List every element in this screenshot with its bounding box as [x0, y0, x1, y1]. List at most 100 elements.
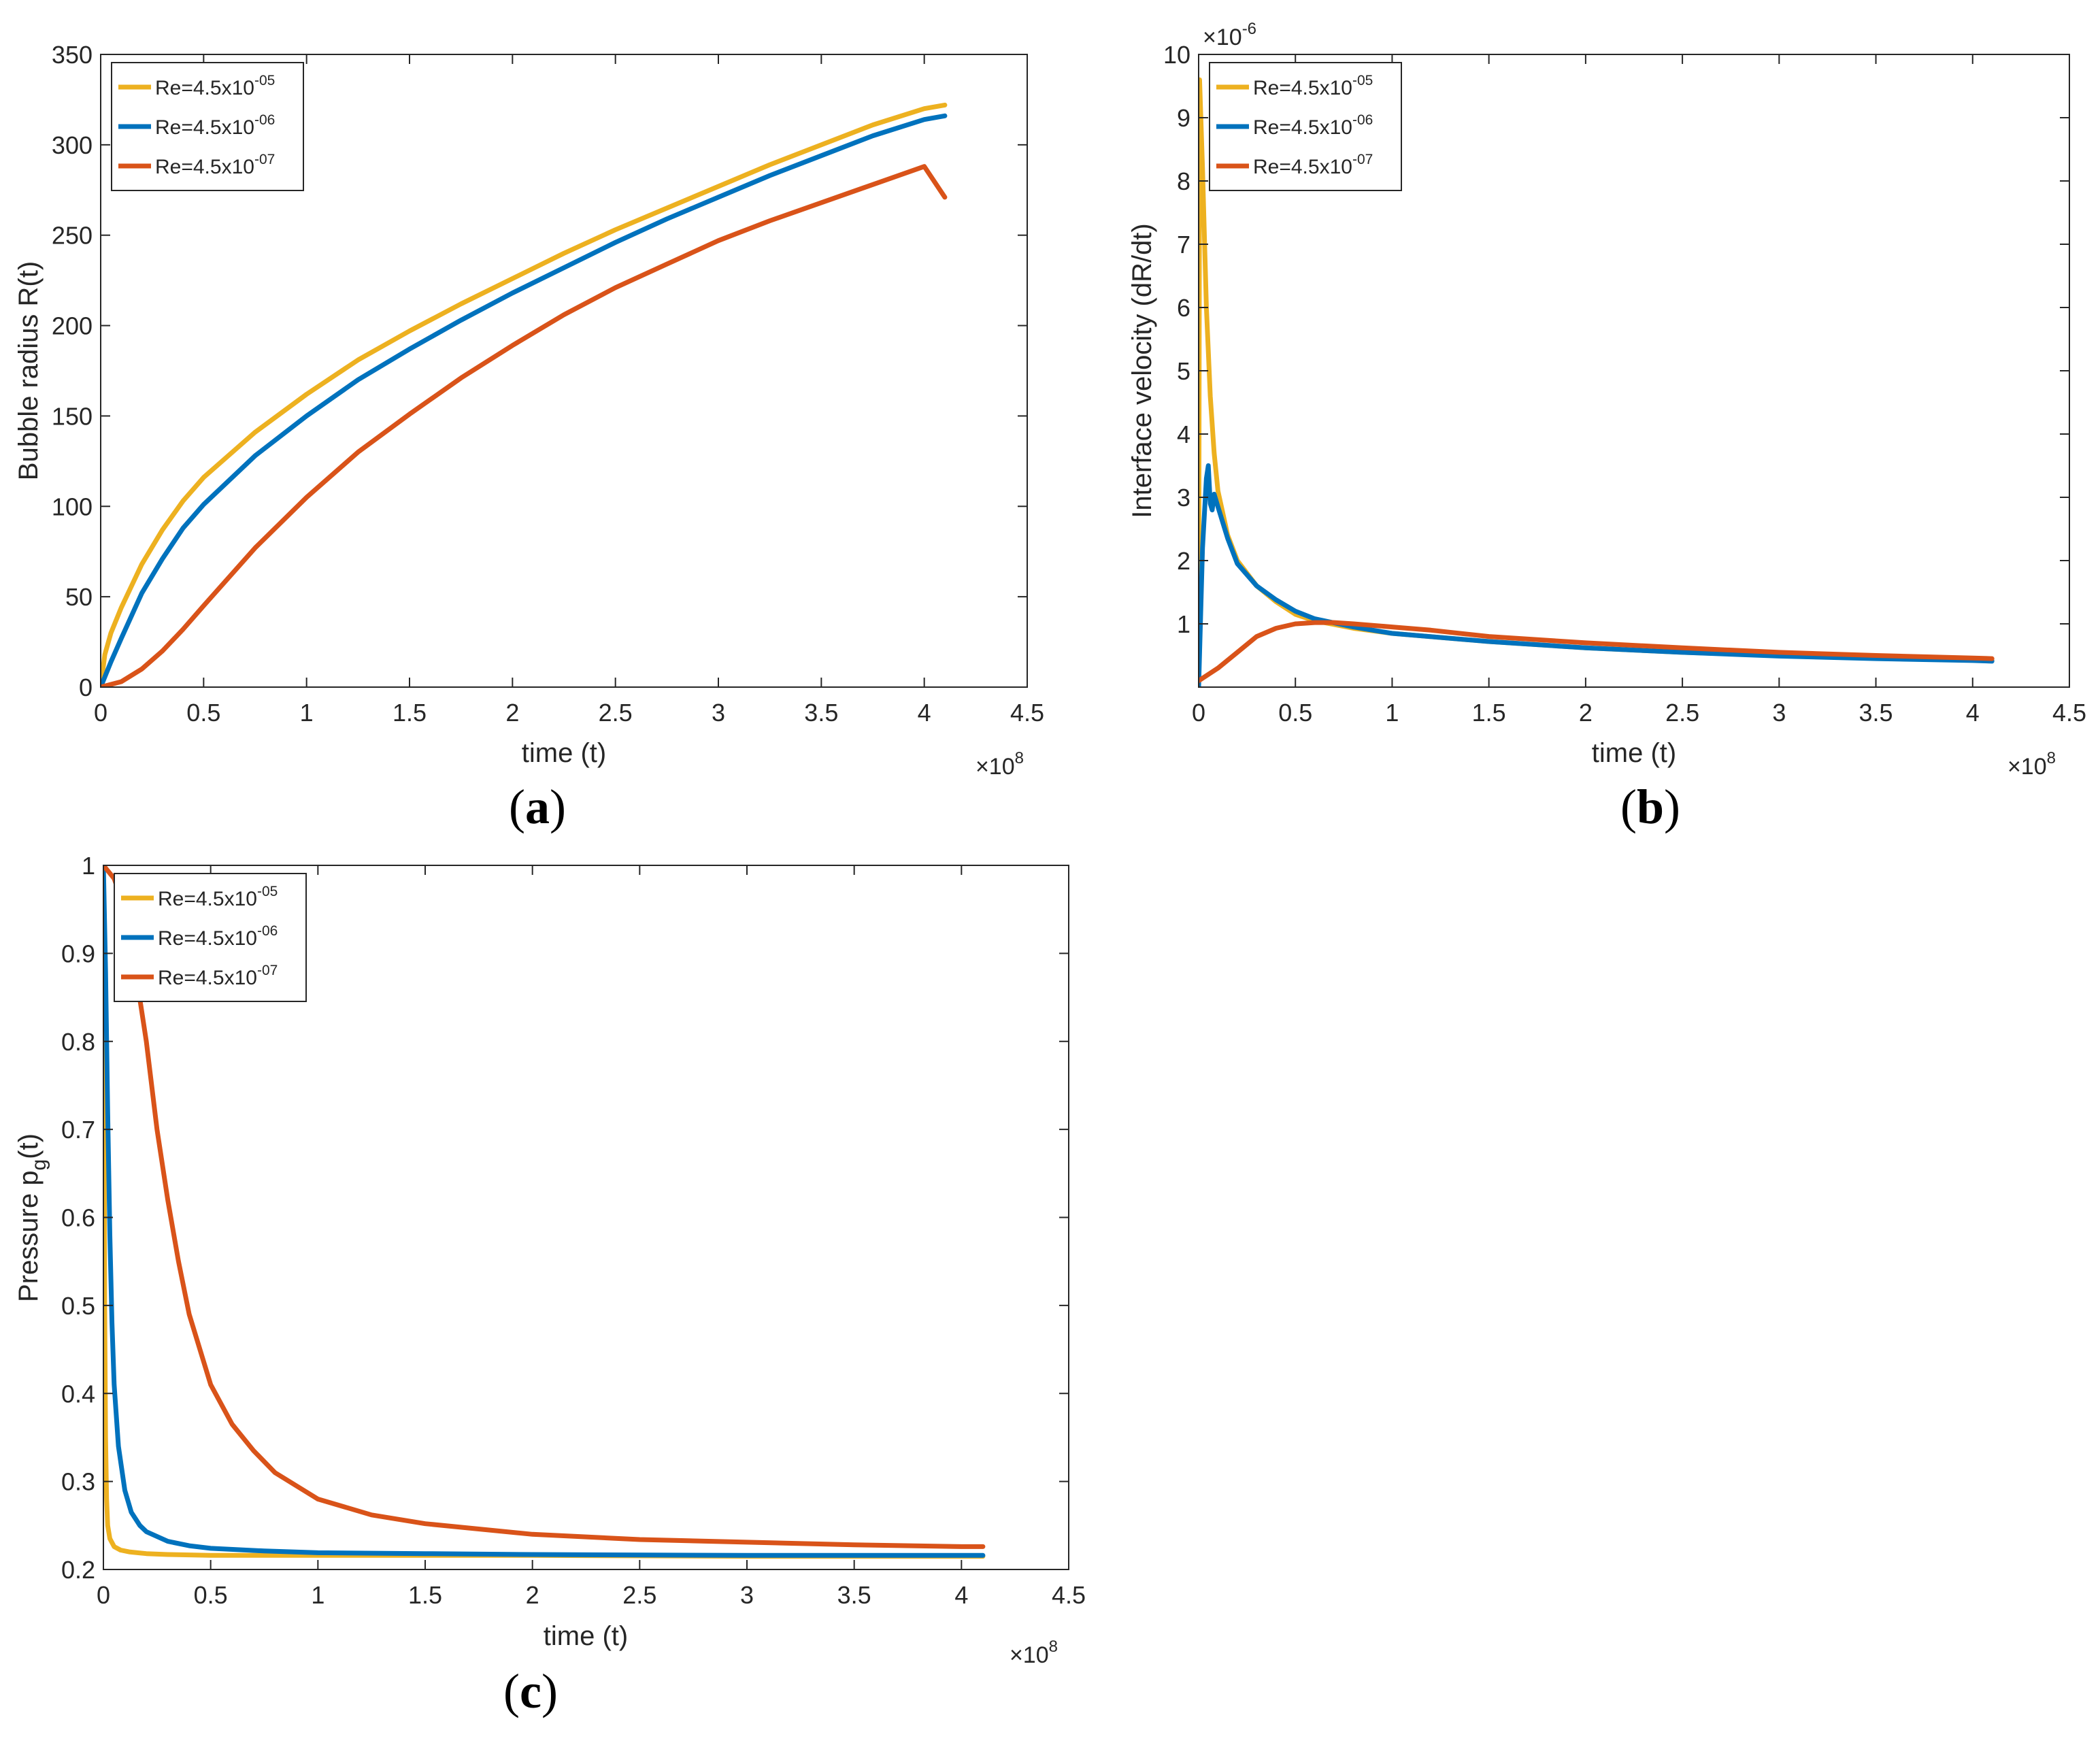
x-exponent: ×108: [976, 749, 1024, 780]
panel-label-open: (: [509, 780, 525, 834]
legend-label-base: Re=4.5x10: [155, 116, 254, 139]
y-tick-label: 350: [52, 41, 93, 69]
series-line-2: [1199, 463, 1995, 687]
x-tick-label: 3.5: [837, 1581, 871, 1609]
legend-label-base: Re=4.5x10: [158, 927, 257, 950]
y-tick-label: 3: [1177, 484, 1190, 512]
y-axis-title: Pressure pg(t): [14, 1133, 50, 1302]
legend-label: Re=4.5x10-06: [1253, 112, 1373, 139]
y-tick-label: 10: [1163, 41, 1190, 69]
x-tick-label: 3.5: [1859, 699, 1893, 727]
x-tick-label: 1.5: [408, 1581, 442, 1609]
y-exponent: ×10-6: [1203, 20, 1256, 50]
y-tick-label: 300: [52, 131, 93, 159]
series-line-1: [101, 102, 948, 687]
legend-label-base: Re=4.5x10: [1253, 77, 1352, 99]
x-tick-label: 3: [1772, 699, 1786, 727]
x-tick-label: 1: [1385, 699, 1399, 727]
legend-label-base: Re=4.5x10: [155, 156, 254, 178]
legend-label: Re=4.5x10-07: [155, 152, 275, 178]
legend-label: Re=4.5x10-06: [158, 923, 278, 950]
y-tick-label: 0.6: [61, 1204, 95, 1232]
panel-label-open: (: [1620, 780, 1637, 834]
y-tick-label: 1: [1177, 610, 1190, 638]
x-tick-label: 2.5: [622, 1581, 656, 1609]
x-tick-label: 2: [505, 699, 519, 727]
legend-label-exp: -07: [254, 152, 275, 167]
x-tick-label: 4.5: [1052, 1581, 1086, 1609]
y-axis-title: Interface velocity (dR/dt): [1127, 223, 1157, 518]
x-tick-label: 0.5: [194, 1581, 228, 1609]
x-tick-label: 4: [1966, 699, 1980, 727]
legend-label: Re=4.5x10-06: [155, 112, 275, 139]
x-axis-title: time (t): [1592, 738, 1676, 768]
x-tick-label: 2.5: [1665, 699, 1699, 727]
x-exponent-power: 8: [2047, 749, 2056, 767]
x-tick-label: 4.5: [1010, 699, 1044, 727]
legend-label-base: Re=4.5x10: [1253, 156, 1352, 178]
series-line-3: [1199, 620, 1995, 684]
panel-label-letter: b: [1637, 780, 1664, 834]
axes-box: [100, 54, 1028, 688]
chart-c: 0 0.5 1 1.5 2 2.5 3 3.5 4 4.5 0.2 0.3 0.4 0.5 0.6 0.7 0.…: [14, 852, 1086, 1718]
legend-label-exp: -05: [254, 73, 275, 88]
legend-label-exp: -06: [254, 112, 275, 128]
legend-label-base: Re=4.5x10: [158, 967, 257, 989]
series-line-3: [101, 164, 948, 687]
y-tick-label: 0.3: [61, 1468, 95, 1496]
legend-label-base: Re=4.5x10: [155, 77, 254, 99]
x-tick-label: 2.5: [599, 699, 633, 727]
y-tick-label: 9: [1177, 104, 1190, 132]
panel-label: (a): [509, 780, 566, 834]
legend-label-exp: -06: [257, 923, 278, 939]
y-tick-label: 0: [79, 674, 93, 701]
x-tick-label: 0: [94, 699, 107, 727]
x-exponent-base: ×10: [976, 754, 1015, 780]
legend-label: Re=4.5x10-07: [158, 963, 278, 989]
y-exponent-power: -6: [1242, 20, 1256, 38]
x-axis-title: time (t): [544, 1621, 628, 1651]
x-tick-label: 2: [1579, 699, 1593, 727]
x-exponent-power: 8: [1015, 749, 1024, 767]
chart-a: 0 0.5 1 1.5 2 2.5 3 3.5 4 4.5 0 50 100 150 200 250 300 35…: [14, 41, 1044, 834]
x-tick-label: 2: [526, 1581, 539, 1609]
y-axis-title-main: Interface velocity (dR/dt): [1127, 223, 1157, 518]
y-tick-label: 150: [52, 402, 93, 430]
x-tick-label: 1.5: [1472, 699, 1506, 727]
y-axis-title-main: Pressure p: [14, 1171, 44, 1302]
chart-b: 0 0.5 1 1.5 2 2.5 3 3.5 4 4.5 1 2 3 4 5 6 7 8 9 10 time (t) I…: [1127, 20, 2086, 834]
y-tick-label: 50: [65, 583, 93, 611]
series-line-2: [101, 113, 948, 687]
panel-label: (b): [1620, 780, 1680, 834]
x-axis-title: time (t): [522, 738, 606, 768]
panel-label-letter: c: [520, 1664, 541, 1718]
x-tick-label: 1.5: [393, 699, 427, 727]
y-tick-label: 0.9: [61, 940, 95, 967]
legend-label-exp: -06: [1352, 112, 1373, 128]
legend-label: Re=4.5x10-07: [1253, 152, 1373, 178]
legend-label-exp: -07: [257, 963, 278, 978]
x-exponent: ×108: [2007, 749, 2056, 780]
x-exponent: ×108: [1010, 1638, 1058, 1668]
y-tick-label: 2: [1177, 547, 1190, 575]
y-tick-label: 7: [1177, 231, 1190, 259]
y-tick-label: 0.7: [61, 1116, 95, 1144]
y-axis-title-main: Bubble radius R(t): [14, 261, 44, 480]
legend-label: Re=4.5x10-05: [1253, 73, 1373, 99]
panel-label-close: ): [541, 1664, 558, 1718]
legend-label: Re=4.5x10-05: [155, 73, 275, 99]
y-axis-title-sub: g: [28, 1159, 50, 1171]
panel-label-close: ): [550, 780, 566, 834]
series-line-2: [103, 865, 986, 1558]
legend-label-base: Re=4.5x10: [1253, 116, 1352, 139]
legend-label-exp: -05: [1352, 73, 1373, 88]
x-tick-label: 4.5: [2052, 699, 2086, 727]
panel-label-letter: a: [525, 780, 550, 834]
y-tick-label: 6: [1177, 294, 1190, 322]
x-tick-label: 4: [918, 699, 931, 727]
y-tick-label: 0.2: [61, 1556, 95, 1584]
y-tick-label: 200: [52, 312, 93, 340]
x-tick-label: 4: [954, 1581, 968, 1609]
x-exponent-base: ×10: [2007, 754, 2047, 780]
